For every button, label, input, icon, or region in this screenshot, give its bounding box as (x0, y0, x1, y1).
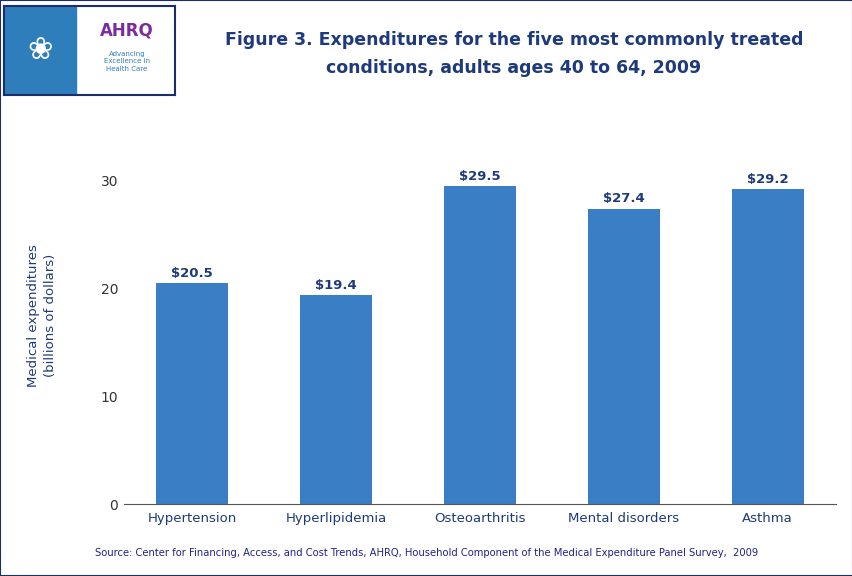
Text: $29.2: $29.2 (746, 173, 787, 186)
Text: Source: Center for Financing, Access, and Cost Trends, AHRQ, Household Component: Source: Center for Financing, Access, an… (95, 548, 757, 558)
Bar (4, 6, 76, 95)
Text: ❀: ❀ (27, 36, 53, 65)
Bar (731, 190, 803, 504)
Text: Figure 3. Expenditures for the five most commonly treated: Figure 3. Expenditures for the five most… (224, 31, 803, 49)
Text: $27.4: $27.4 (602, 192, 644, 206)
Text: conditions, adults ages 40 to 64, 2009: conditions, adults ages 40 to 64, 2009 (326, 59, 700, 77)
Bar (587, 209, 659, 504)
Bar (156, 283, 227, 504)
Text: Medical expenditures
(billions of dollars): Medical expenditures (billions of dollar… (26, 244, 57, 387)
Text: $19.4: $19.4 (314, 279, 356, 291)
Text: Advancing
Excellence in
Health Care: Advancing Excellence in Health Care (104, 51, 150, 71)
Text: AHRQ: AHRQ (100, 22, 154, 40)
Text: $20.5: $20.5 (171, 267, 213, 280)
Bar (300, 295, 371, 504)
Bar (443, 186, 515, 504)
Text: $29.5: $29.5 (458, 170, 500, 183)
